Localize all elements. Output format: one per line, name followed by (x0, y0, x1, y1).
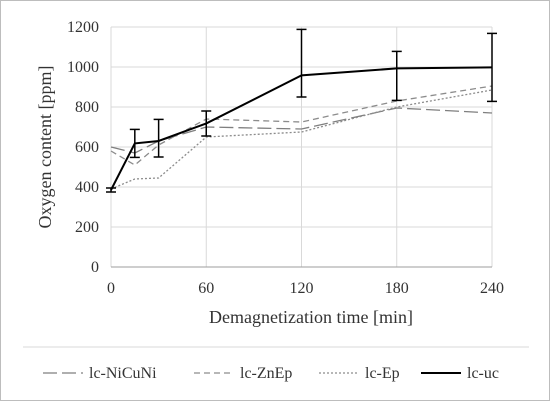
x-tick-label: 60 (198, 280, 214, 297)
tick-labels: 0 200 400 600 800 1000 1200 0 60 120 180 240 (67, 19, 504, 297)
y-tick-label: 400 (75, 179, 99, 196)
series-line-lc-ep (110, 89, 493, 190)
error-bar (153, 118, 164, 158)
error-bar (129, 128, 140, 159)
legend-item-lc-nicuni: lc-NiCuNi (43, 365, 157, 382)
x-axis-title: Demagnetization time [min] (209, 307, 413, 327)
y-tick-label: 0 (91, 259, 99, 276)
x-tick-label: 120 (290, 280, 314, 297)
error-bar (487, 32, 497, 103)
error-bar (106, 187, 116, 193)
y-axis-title: Oxygen content [ppm] (35, 66, 55, 229)
legend-item-lc-znep: lc-ZnEp (194, 365, 292, 382)
error-bar (201, 110, 212, 137)
y-tick-label: 200 (75, 219, 99, 236)
legend-label: lc-Ep (365, 365, 400, 382)
y-tick-label: 800 (75, 99, 99, 116)
x-tick-label: 0 (107, 280, 115, 297)
y-tick-label: 1000 (67, 59, 99, 76)
y-tick-label: 1200 (67, 19, 99, 36)
legend-label: lc-uc (467, 365, 499, 382)
y-tick-label: 600 (75, 139, 99, 156)
x-tick-label: 180 (385, 280, 409, 297)
x-tick-label: 240 (480, 280, 504, 297)
error-bar (296, 28, 307, 98)
error-bar (391, 50, 402, 102)
legend-item-lc-uc: lc-uc (421, 365, 499, 382)
legend-item-lc-ep: lc-Ep (319, 365, 400, 382)
legend-label: lc-ZnEp (240, 365, 292, 382)
legend: lc-NiCuNi lc-ZnEp lc-Ep lc-uc (43, 365, 499, 382)
error-bars (106, 28, 497, 193)
legend-label: lc-NiCuNi (89, 365, 157, 382)
